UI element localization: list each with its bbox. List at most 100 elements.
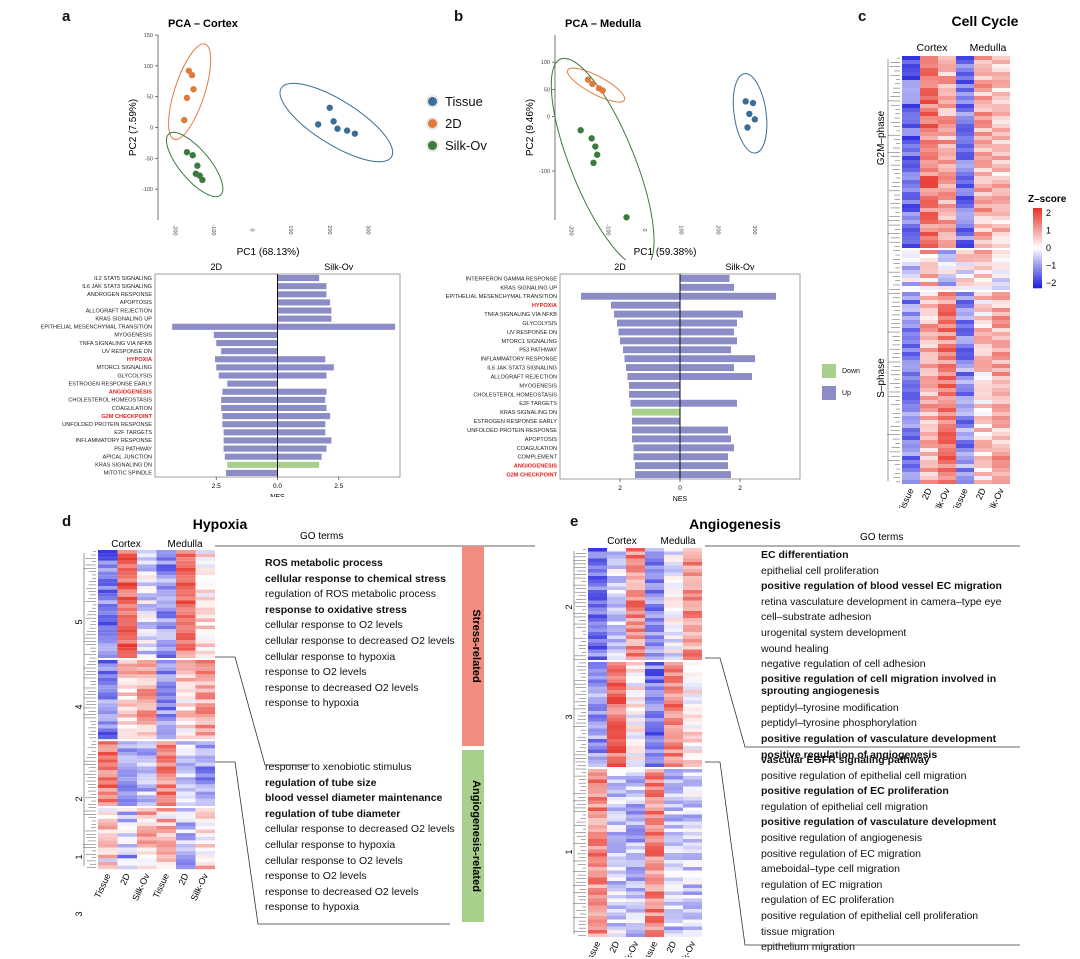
heatmap-cell bbox=[626, 614, 645, 618]
heatmap-cell bbox=[117, 632, 137, 637]
nes-bar bbox=[680, 435, 731, 443]
heatmap-cell bbox=[902, 128, 920, 132]
nes-bar bbox=[680, 373, 752, 380]
heatmap-cell bbox=[992, 108, 1010, 112]
heatmap-cell bbox=[98, 744, 118, 749]
nes-bar bbox=[618, 328, 680, 336]
heatmap-cell bbox=[117, 696, 137, 700]
heatmap-cell bbox=[902, 396, 920, 400]
heatmap-cell bbox=[607, 558, 626, 562]
go-term: peptidyl–tyrosine modification bbox=[761, 701, 899, 714]
heatmap-cell bbox=[664, 725, 683, 729]
heatmap-cell bbox=[974, 132, 992, 136]
heatmap-cell bbox=[992, 456, 1010, 460]
nes-bar bbox=[630, 399, 680, 407]
go-term: regulation of tube size bbox=[265, 776, 377, 789]
colorbar-tick: 2 bbox=[1046, 208, 1051, 218]
heatmap-cell bbox=[683, 870, 702, 874]
heatmap-cell bbox=[98, 607, 118, 612]
heatmap-cell bbox=[974, 258, 992, 262]
legend-item-silk-ov: Silk-Ov bbox=[428, 134, 487, 156]
y-tick-label: -100 bbox=[142, 187, 153, 193]
heatmap-cell bbox=[683, 562, 702, 566]
heatmap-cell bbox=[938, 328, 956, 332]
heatmap-cell bbox=[195, 811, 215, 816]
heatmap-cell bbox=[992, 168, 1010, 172]
heatmap-cell bbox=[156, 811, 176, 816]
heatmap-cell bbox=[195, 840, 215, 844]
heatmap-cell bbox=[902, 408, 920, 412]
heatmap-cell bbox=[683, 902, 702, 906]
heatmap-cell bbox=[117, 614, 137, 619]
heatmap-cell bbox=[607, 926, 626, 930]
heatmap-cell bbox=[920, 324, 938, 328]
nes-bar bbox=[680, 292, 776, 300]
nes-bar bbox=[277, 315, 332, 322]
colorbar-segment bbox=[1033, 254, 1042, 257]
heatmap-cell bbox=[156, 643, 176, 648]
heatmap-cell bbox=[117, 766, 137, 770]
heatmap-cell bbox=[98, 582, 118, 586]
heatmap-cell bbox=[645, 639, 664, 643]
heatmap-cell bbox=[664, 600, 683, 604]
heatmap-cell bbox=[117, 840, 137, 844]
heatmap-cell bbox=[607, 877, 626, 881]
heatmap-cell bbox=[137, 575, 157, 579]
heatmap-cell bbox=[98, 791, 118, 796]
heatmap-cell bbox=[664, 569, 683, 573]
heatmap-cell bbox=[156, 611, 176, 615]
heatmap-cell bbox=[645, 711, 664, 715]
heatmap-cell bbox=[956, 254, 974, 258]
heatmap-cell bbox=[956, 300, 974, 304]
heatmap-cell bbox=[974, 344, 992, 348]
heatmap-cell bbox=[974, 278, 992, 282]
heatmap-cell bbox=[156, 858, 176, 862]
heatmap-cell bbox=[117, 865, 137, 870]
heatmap-cell bbox=[902, 112, 920, 116]
heatmap-cell bbox=[176, 681, 196, 686]
nes-bar bbox=[277, 413, 331, 420]
heatmap-cell bbox=[137, 724, 157, 729]
heatmap-cell bbox=[137, 735, 157, 740]
heatmap-cell bbox=[176, 759, 196, 763]
heatmap-cell bbox=[156, 571, 176, 576]
category-label: KRAS SIGNALING DN bbox=[95, 463, 152, 469]
heatmap-cell bbox=[176, 748, 196, 752]
heatmap-cell bbox=[176, 735, 196, 740]
go-term: cellular response to O2 levels bbox=[265, 619, 403, 632]
heatmap-cell bbox=[98, 632, 118, 637]
colorbar-segment bbox=[1033, 282, 1042, 285]
heatmap-cell bbox=[920, 262, 938, 266]
heatmap-cell bbox=[607, 797, 626, 801]
heatmap-cell bbox=[645, 676, 664, 680]
heatmap-cell bbox=[137, 589, 157, 594]
colorbar-segment bbox=[1033, 264, 1042, 267]
heatmap-cell bbox=[607, 735, 626, 739]
heatmap-cell bbox=[992, 104, 1010, 108]
heatmap-cell bbox=[902, 60, 920, 64]
heatmap-cell bbox=[902, 448, 920, 452]
heatmap-cell bbox=[607, 760, 626, 764]
cluster-label: 5 bbox=[74, 619, 84, 624]
heatmap-cell bbox=[156, 614, 176, 619]
heatmap-cell bbox=[98, 762, 118, 767]
heatmap-cell bbox=[974, 274, 992, 278]
heatmap-cell bbox=[176, 766, 196, 770]
heatmap-cell bbox=[137, 650, 157, 655]
y-tick-label: 0 bbox=[547, 115, 550, 121]
column-label: Tissue bbox=[151, 872, 171, 900]
heatmap-cell bbox=[156, 706, 176, 711]
heatmap-cell bbox=[992, 368, 1010, 372]
colorbar-segment bbox=[1033, 272, 1042, 275]
heatmap-cell bbox=[683, 909, 702, 913]
heatmap-title: Angiogenesis bbox=[689, 516, 781, 532]
heatmap-cell bbox=[176, 770, 196, 774]
heatmap-cell bbox=[956, 80, 974, 84]
heatmap-cell bbox=[98, 685, 118, 689]
heatmap-cell bbox=[683, 832, 702, 836]
heatmap-cell bbox=[664, 656, 683, 660]
heatmap-cell bbox=[98, 681, 118, 686]
heatmap-cell bbox=[902, 304, 920, 308]
heatmap-cell bbox=[588, 769, 607, 773]
heatmap-cell bbox=[176, 553, 196, 558]
